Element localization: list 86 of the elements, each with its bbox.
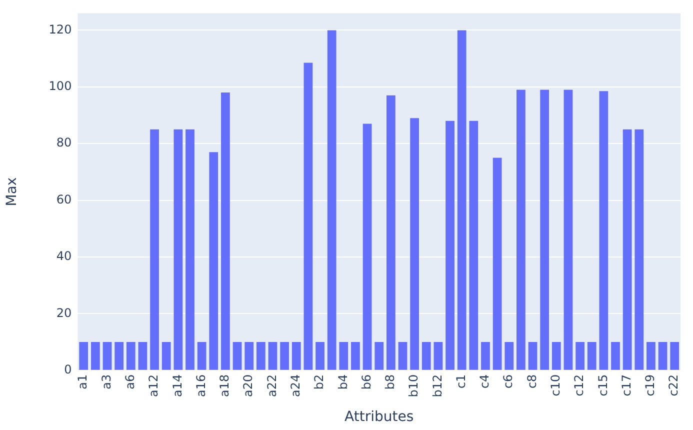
x-tick-label: b2 (312, 374, 326, 390)
bar (492, 158, 502, 370)
bar (126, 342, 136, 370)
x-tick-label: a18 (218, 374, 232, 397)
bar (422, 342, 431, 370)
bar (102, 342, 112, 370)
x-tick-label: b6 (359, 374, 374, 390)
x-tick-label: c4 (478, 374, 492, 389)
x-tick-label: c12 (572, 374, 586, 396)
bar (114, 342, 124, 370)
x-tick-label: c6 (501, 374, 516, 389)
bar (339, 342, 348, 370)
bar (186, 129, 194, 370)
bar (622, 129, 632, 370)
bar (362, 124, 372, 370)
bar (457, 30, 466, 370)
bar (540, 90, 550, 370)
bar (670, 342, 680, 370)
bar (504, 342, 514, 370)
bar (587, 342, 596, 370)
bar (386, 95, 396, 370)
bar (292, 342, 301, 370)
bar (434, 342, 443, 370)
bar (552, 342, 561, 370)
x-tick-label: a14 (170, 374, 184, 397)
y-tick-label: 100 (48, 79, 72, 94)
bar (611, 342, 620, 370)
bar (316, 342, 324, 370)
bar (658, 342, 668, 370)
bar (221, 92, 230, 370)
y-tick-label: 60 (56, 192, 72, 206)
x-tick-label: c17 (619, 374, 634, 396)
bar (410, 118, 419, 370)
bar (280, 342, 289, 370)
bar (138, 342, 148, 370)
bar (268, 342, 278, 370)
x-tick-label: c15 (596, 374, 610, 396)
bar (174, 129, 183, 370)
bar (564, 90, 573, 370)
y-tick-label: 120 (48, 22, 72, 36)
x-axis-title: Attributes (344, 409, 414, 426)
bar (150, 129, 159, 370)
bar (528, 342, 538, 370)
x-tick-label: b12 (430, 374, 444, 398)
y-tick-label: 20 (56, 306, 72, 320)
x-tick-label: c22 (666, 374, 681, 396)
x-tick-label: b4 (336, 374, 350, 390)
x-tick-label: a12 (146, 374, 161, 397)
bar (516, 90, 526, 370)
x-tick-label: b10 (406, 374, 421, 398)
bar (576, 342, 584, 370)
y-tick-label: 40 (56, 249, 72, 264)
x-tick-label: c19 (643, 374, 658, 396)
y-tick-label: 0 (64, 362, 72, 376)
y-tick-label: 80 (56, 136, 72, 150)
x-tick-label: c1 (454, 374, 468, 389)
bar (256, 342, 266, 370)
bar (79, 342, 88, 370)
y-axis-title: Max (4, 177, 20, 206)
bar (232, 342, 242, 370)
bar (599, 91, 608, 370)
bar (209, 152, 218, 370)
bar (398, 342, 408, 370)
x-tick-label: b8 (383, 374, 398, 390)
bar (304, 62, 313, 370)
bar (197, 342, 206, 370)
bar (244, 342, 254, 370)
bar (481, 342, 490, 370)
bar (91, 342, 100, 370)
x-tick-label: a16 (194, 374, 208, 397)
bar (446, 120, 454, 370)
x-tick-label: a20 (241, 374, 256, 397)
bar (327, 30, 336, 370)
x-tick-label: c10 (548, 374, 563, 396)
x-tick-label: a22 (264, 374, 279, 397)
x-tick-label: a1 (76, 374, 90, 390)
x-tick-label: c8 (524, 374, 539, 389)
x-tick-label: a3 (99, 374, 114, 390)
bar (162, 342, 171, 370)
bar (351, 342, 360, 370)
bar (646, 342, 656, 370)
bar (634, 129, 644, 370)
bar (374, 342, 384, 370)
bar (469, 120, 478, 370)
x-tick-label: a24 (288, 374, 302, 397)
x-tick-label: a6 (123, 374, 138, 390)
